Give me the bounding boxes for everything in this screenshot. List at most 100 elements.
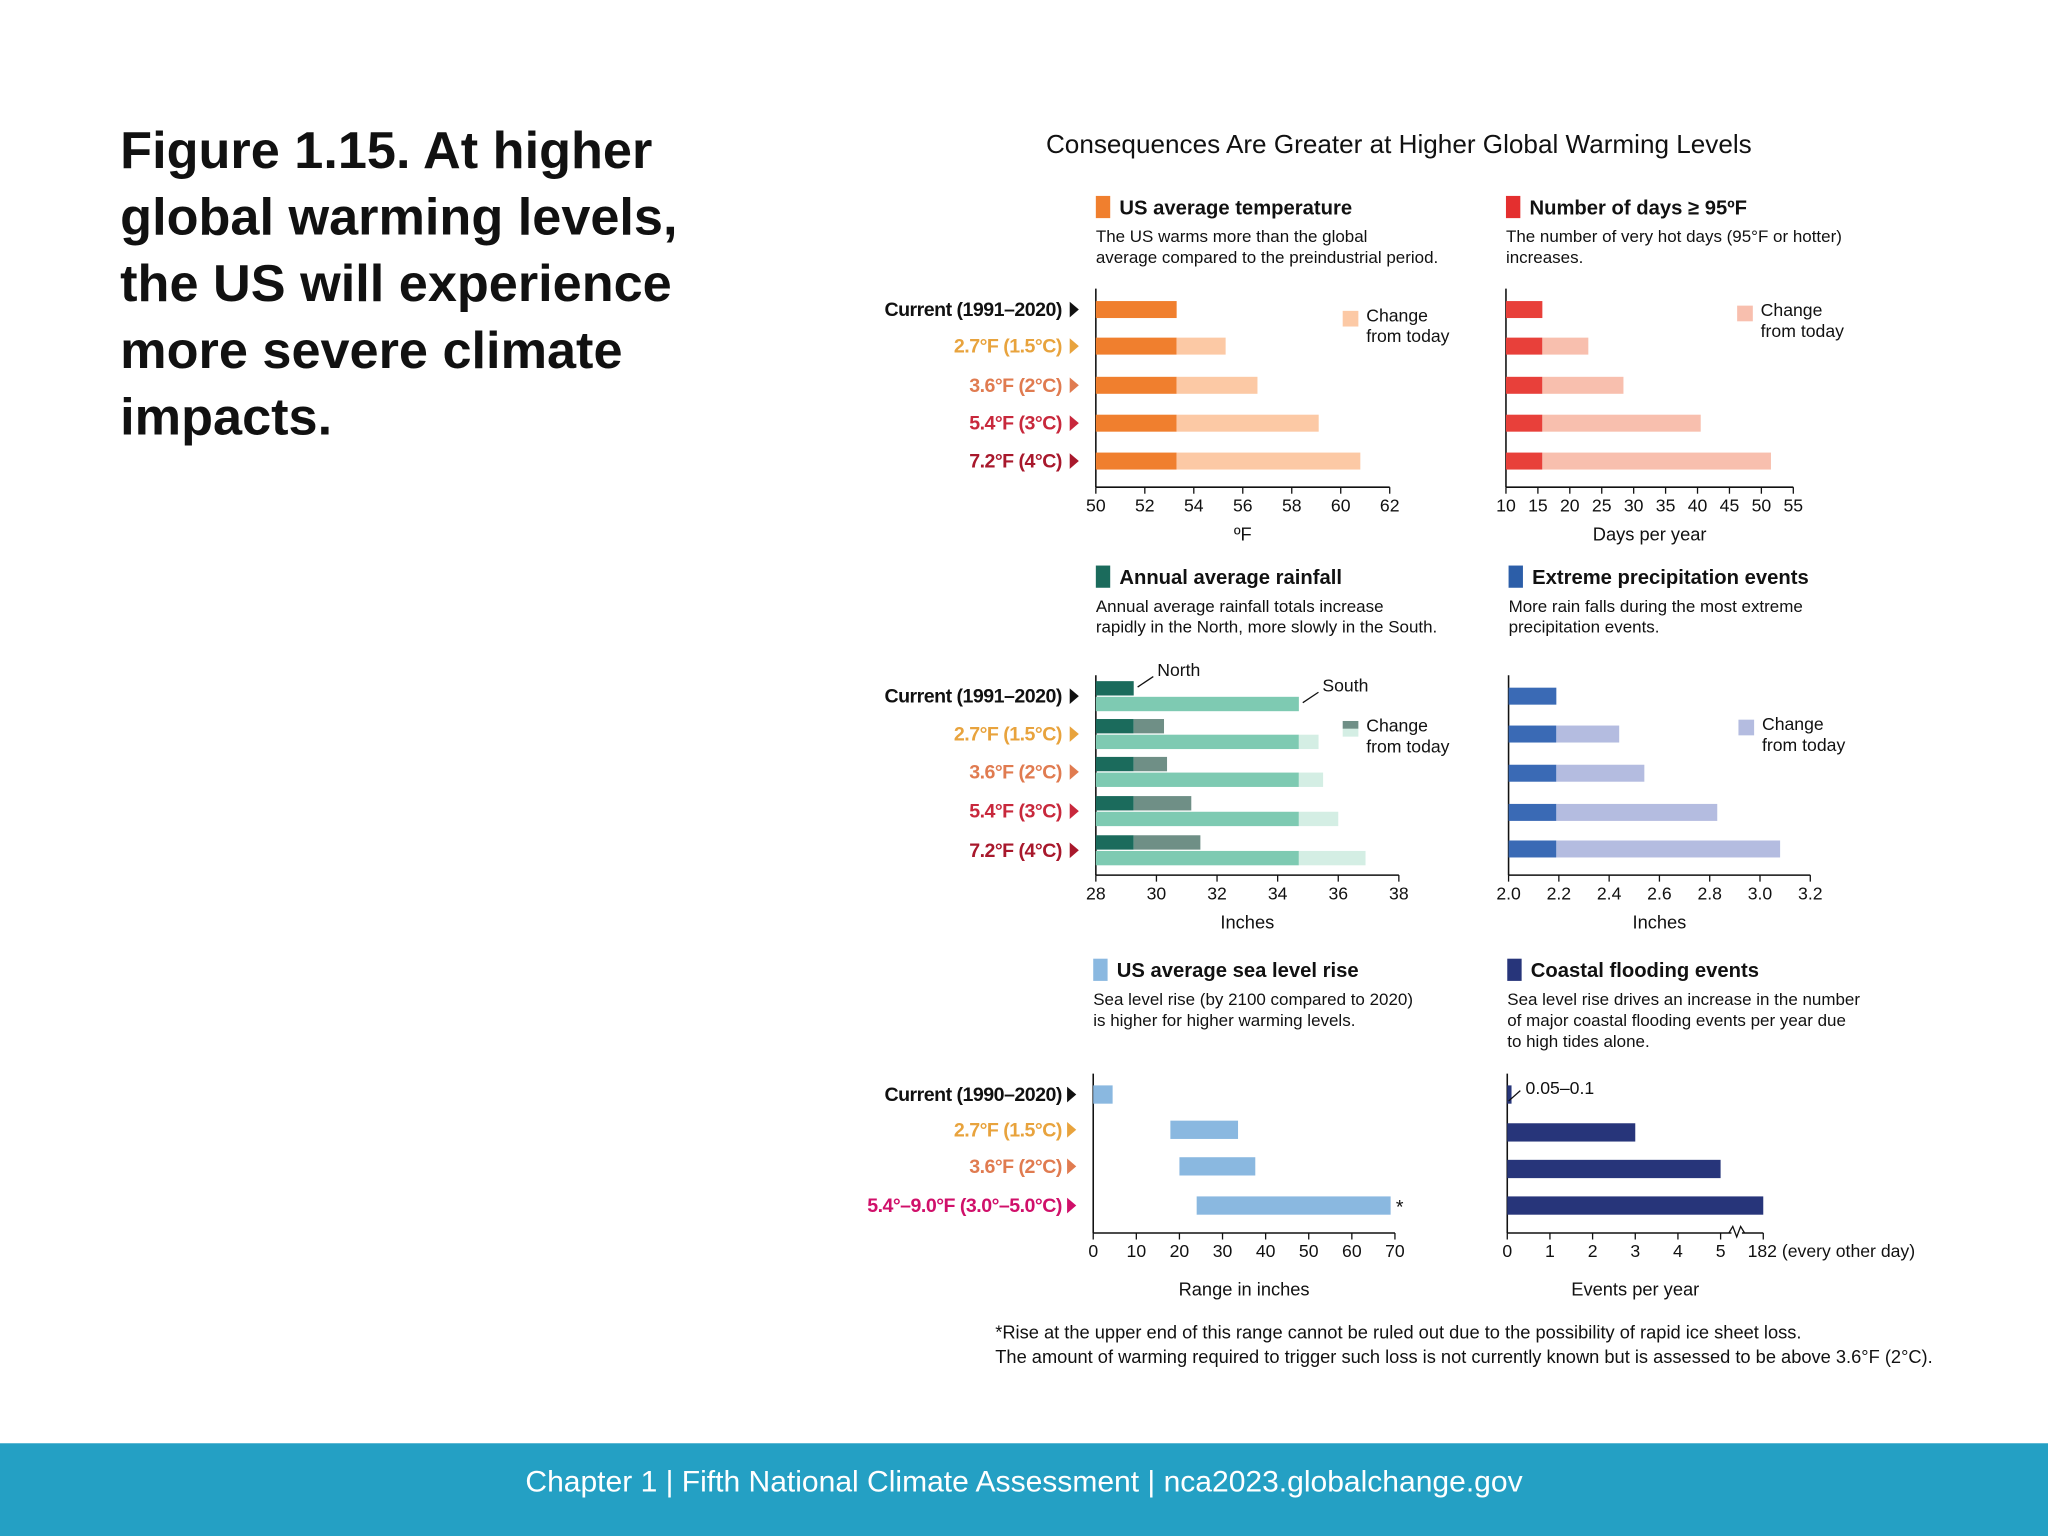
footnote: *Rise at the upper end of this range can… bbox=[995, 1321, 1801, 1342]
x-tick-label: 45 bbox=[1720, 495, 1740, 515]
leader-line bbox=[1137, 676, 1154, 688]
x-tick-label: 30 bbox=[1213, 1241, 1233, 1261]
x-tick-label: 3 bbox=[1630, 1241, 1640, 1261]
slide-title: more severe climate bbox=[120, 322, 622, 380]
bar-change bbox=[1176, 452, 1361, 470]
bar-change bbox=[1298, 850, 1366, 866]
legend-label: Change from today bbox=[1366, 305, 1450, 347]
row-label-box: 7.2°F (4°C) bbox=[969, 449, 1062, 473]
bar bbox=[1095, 811, 1299, 827]
title-swatch bbox=[1507, 958, 1522, 981]
title-swatch bbox=[1095, 195, 1111, 219]
row-marker bbox=[1069, 726, 1079, 742]
slide-title: the US will experience bbox=[120, 255, 672, 313]
x-tick-label: 2.2 bbox=[1547, 883, 1572, 903]
x-tick-label: 4 bbox=[1673, 1241, 1683, 1261]
bar bbox=[1507, 1159, 1721, 1179]
x-tick-label: 54 bbox=[1184, 495, 1204, 515]
x-tick-label: 58 bbox=[1282, 495, 1302, 515]
x-tick-label: 60 bbox=[1342, 1241, 1362, 1261]
x-tick-label: 30 bbox=[1624, 495, 1644, 515]
chart-title: US average temperature bbox=[1119, 197, 1352, 219]
row-label: 7.2°F (4°C) bbox=[969, 449, 1062, 473]
x-tick-label: 20 bbox=[1170, 1241, 1190, 1261]
legend-label: Change from today bbox=[1761, 714, 1846, 755]
x-tick-label: 38 bbox=[1389, 883, 1409, 903]
bar-change bbox=[1542, 337, 1589, 355]
x-tick-label: 20 bbox=[1560, 495, 1580, 515]
row-label: 2.7°F (1.5°C) bbox=[953, 335, 1062, 358]
row-marker bbox=[1069, 338, 1079, 354]
chart-subtitle: precipitation events. bbox=[1509, 618, 1660, 637]
x-tick-label: 50 bbox=[1299, 1241, 1319, 1261]
chart-subtitle: is higher for higher warming levels. bbox=[1093, 1011, 1355, 1030]
footer-band bbox=[0, 1443, 2048, 1536]
x-tick-label: 10 bbox=[1496, 495, 1516, 515]
x-tick-label: 32 bbox=[1207, 883, 1227, 903]
bar-change bbox=[1133, 719, 1165, 734]
bar-change bbox=[1176, 337, 1226, 355]
value-label: 0.05–0.1 bbox=[1526, 1078, 1595, 1098]
x-tick-label: 62 bbox=[1380, 495, 1400, 515]
row-label-box: 7.2°F (4°C) bbox=[969, 839, 1062, 862]
row-label-box: 5.4°F (3°C) bbox=[969, 800, 1062, 822]
legend-label-box: Change from today bbox=[1761, 714, 1846, 755]
bar bbox=[1505, 337, 1543, 355]
bar bbox=[1095, 301, 1177, 319]
row-label-box: Current (1991–2020) bbox=[884, 685, 1061, 707]
bar bbox=[1505, 301, 1543, 319]
bar-change bbox=[1298, 772, 1324, 787]
row-marker bbox=[1069, 377, 1079, 394]
bar-change bbox=[1176, 414, 1319, 432]
bar bbox=[1508, 764, 1557, 782]
axis-break-gap bbox=[1731, 1229, 1742, 1237]
x-tick-label: 60 bbox=[1331, 495, 1351, 515]
bar bbox=[1507, 1085, 1512, 1104]
bar-change bbox=[1176, 376, 1258, 394]
bar-change bbox=[1556, 725, 1620, 743]
x-tick-label: 0 bbox=[1088, 1241, 1098, 1261]
bar-change bbox=[1542, 452, 1771, 470]
row-label: 3.6°F (2°C) bbox=[969, 374, 1062, 397]
x-axis-label: Inches bbox=[1220, 911, 1274, 932]
row-label-box: 3.6°F (2°C) bbox=[969, 374, 1062, 397]
bar bbox=[1505, 452, 1543, 470]
row-marker bbox=[1069, 688, 1079, 704]
range-bar bbox=[1179, 1157, 1256, 1176]
annotation: * bbox=[1396, 1196, 1404, 1218]
row-label-box: Current (1991–2020) bbox=[884, 298, 1061, 320]
slide-title: global warming levels, bbox=[120, 189, 677, 247]
bar-change bbox=[1542, 376, 1624, 394]
x-tick-label: 1 bbox=[1545, 1241, 1555, 1261]
bar bbox=[1507, 1196, 1764, 1215]
x-tick-label: 25 bbox=[1592, 495, 1612, 515]
x-tick-label: 2.8 bbox=[1697, 883, 1722, 903]
row-label-box: 2.7°F (1.5°C) bbox=[953, 1118, 1062, 1141]
row-label: 7.2°F (4°C) bbox=[969, 839, 1062, 862]
bar bbox=[1507, 1123, 1636, 1142]
legend-swatch bbox=[1342, 728, 1359, 737]
row-label: 2.7°F (1.5°C) bbox=[953, 1118, 1062, 1141]
bar-change bbox=[1298, 811, 1339, 827]
x-tick-label: 2.0 bbox=[1496, 883, 1521, 903]
row-label-box: 2.7°F (1.5°C) bbox=[953, 335, 1062, 358]
x-tick-label: 70 bbox=[1385, 1241, 1405, 1261]
row-label-box: 2.7°F (1.5°C) bbox=[953, 722, 1062, 746]
legend-label: Change from today bbox=[1760, 300, 1844, 341]
row-marker bbox=[1069, 415, 1079, 432]
bar-change bbox=[1133, 756, 1168, 772]
legend-label-box: Change from today bbox=[1760, 300, 1844, 341]
x-tick-label: 30 bbox=[1147, 883, 1167, 903]
leader-line bbox=[1302, 691, 1319, 704]
row-label: 2.7°F (1.5°C) bbox=[953, 722, 1062, 746]
x-axis-label: Days per year bbox=[1593, 523, 1707, 544]
bar bbox=[1095, 734, 1299, 750]
bar bbox=[1508, 803, 1557, 821]
bar bbox=[1505, 414, 1543, 432]
x-tick-label: 40 bbox=[1256, 1241, 1276, 1261]
x-tick-label: 36 bbox=[1328, 883, 1348, 903]
legend-swatch bbox=[1737, 305, 1753, 322]
x-axis-label: Inches bbox=[1633, 911, 1687, 932]
